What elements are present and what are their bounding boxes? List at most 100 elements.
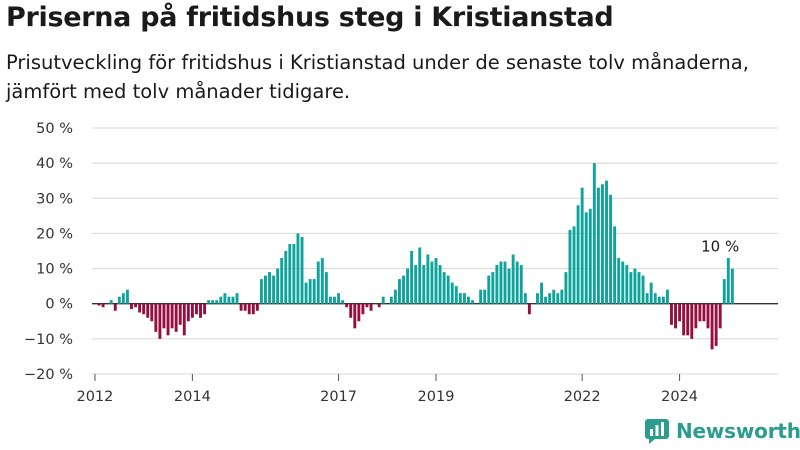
bar <box>702 303 706 322</box>
bar <box>247 303 251 315</box>
x-tick-label: 2022 <box>564 389 601 405</box>
bar <box>670 303 673 325</box>
bar <box>540 282 543 304</box>
bar <box>239 303 243 311</box>
bar <box>625 265 629 304</box>
bar <box>471 300 474 304</box>
bar <box>268 272 271 304</box>
bar <box>223 293 227 304</box>
bar <box>207 300 211 304</box>
bar <box>645 293 649 304</box>
y-tick-label: −20 % <box>24 367 73 383</box>
bar <box>665 289 669 304</box>
bar <box>438 265 442 304</box>
y-axis: 50 % 40 % 30 % 20 % 10 % 0 % −10 % −20 % <box>24 121 73 383</box>
bar <box>434 258 438 304</box>
bar <box>178 303 182 325</box>
bar <box>674 303 677 329</box>
bar <box>166 303 170 336</box>
bar <box>284 251 288 304</box>
x-axis: 2012 2014 2017 2019 2022 2024 <box>76 374 698 405</box>
bar <box>186 303 190 322</box>
bar <box>714 303 718 346</box>
bar <box>182 303 186 336</box>
bar <box>154 303 158 332</box>
bar <box>450 282 454 304</box>
chart-subtitle: Prisutveckling för fritidshus i Kristian… <box>6 51 749 103</box>
bar <box>97 303 101 306</box>
bar <box>304 282 308 304</box>
bar <box>479 289 483 304</box>
bar <box>227 296 231 304</box>
bar <box>251 303 255 315</box>
bar <box>548 293 552 304</box>
bar <box>730 268 734 304</box>
bar <box>125 289 129 304</box>
bar <box>536 293 539 304</box>
bar <box>629 272 633 304</box>
bar <box>507 268 511 304</box>
chart-title: Priserna på fritidshus steg i Kristianst… <box>6 2 614 33</box>
bar <box>312 279 316 304</box>
bar <box>320 258 324 304</box>
bar <box>134 303 137 308</box>
bar <box>458 293 462 304</box>
bar <box>341 300 345 304</box>
y-tick-label: 20 % <box>36 226 73 242</box>
bar <box>146 303 150 318</box>
bar <box>446 275 450 304</box>
bar <box>243 303 247 311</box>
bar <box>170 303 174 329</box>
bar <box>357 303 361 322</box>
bar <box>487 275 491 304</box>
bar <box>588 208 592 304</box>
bar <box>649 282 653 304</box>
bar <box>495 265 499 304</box>
bar <box>130 303 133 309</box>
bar <box>722 279 726 304</box>
bar <box>596 187 600 304</box>
x-tick-label: 2014 <box>174 389 211 405</box>
bar <box>349 303 353 318</box>
bar <box>686 303 690 336</box>
bar <box>718 303 722 329</box>
bar <box>369 303 373 311</box>
bar <box>377 303 381 308</box>
bar <box>609 194 613 304</box>
bar <box>682 303 686 336</box>
bar <box>190 303 194 318</box>
bar <box>117 296 121 304</box>
bar <box>462 293 466 304</box>
bar <box>527 303 531 315</box>
y-tick-label: −10 % <box>24 332 73 348</box>
bar <box>288 243 292 304</box>
bar <box>316 261 320 304</box>
bar <box>276 268 280 304</box>
bar <box>467 296 470 304</box>
bar <box>690 303 694 339</box>
bar <box>195 303 198 315</box>
bar <box>402 275 405 304</box>
bar <box>264 275 267 304</box>
bar <box>333 296 336 304</box>
bar <box>113 303 117 311</box>
bar <box>199 303 202 318</box>
bar <box>499 261 503 304</box>
bar <box>706 303 710 329</box>
bar <box>162 303 166 329</box>
y-tick-label: 40 % <box>36 156 73 172</box>
bar <box>613 226 617 304</box>
bar <box>653 293 657 304</box>
bar <box>255 303 259 311</box>
y-tick-label: 0 % <box>45 297 73 313</box>
bar <box>678 303 682 322</box>
bar <box>231 296 235 304</box>
bar <box>296 233 300 304</box>
bar <box>414 265 418 304</box>
x-tick-label: 2012 <box>76 389 113 405</box>
bars <box>97 163 734 350</box>
newsworthy-logo-icon <box>645 419 669 444</box>
bar <box>259 279 263 304</box>
bar <box>605 180 608 304</box>
